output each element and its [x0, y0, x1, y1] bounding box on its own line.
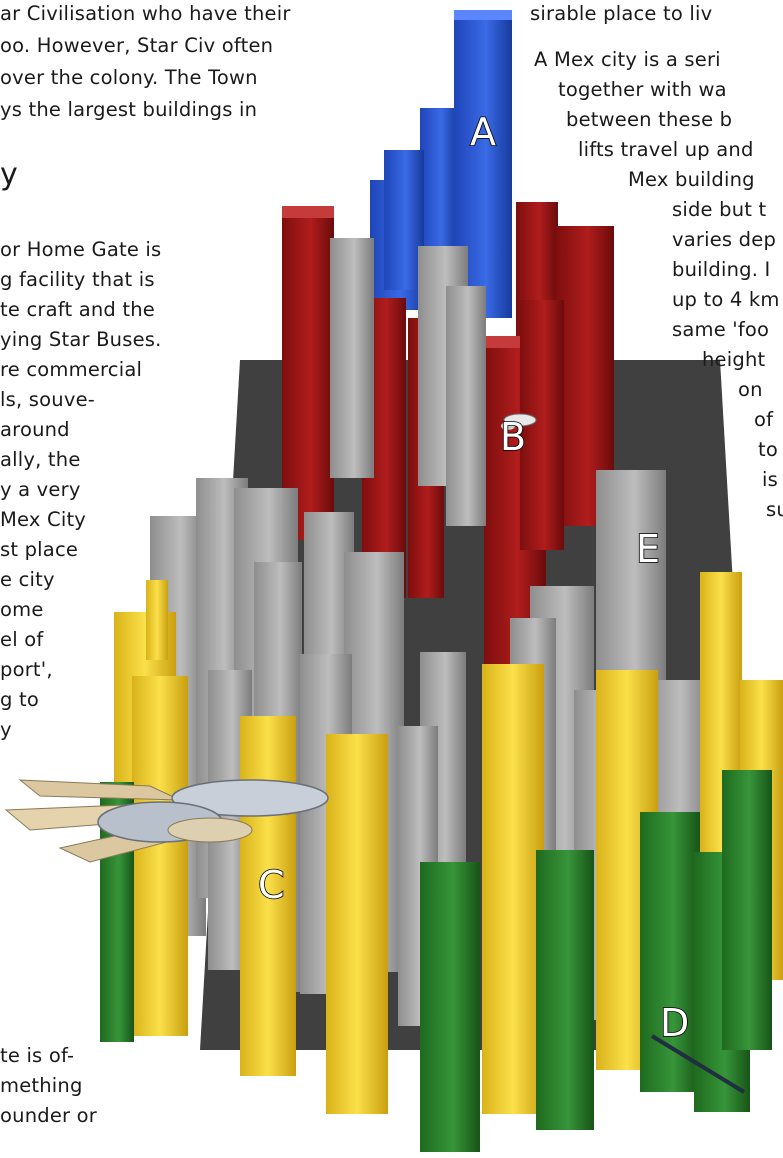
text-line: ounder or — [0, 1104, 97, 1127]
text-line: ying Star Buses. — [0, 328, 162, 351]
text-line: to — [758, 438, 778, 461]
section-heading-fragment: y — [0, 157, 18, 192]
text-line: st place — [0, 538, 79, 561]
text-line: el of — [0, 628, 44, 651]
text-line: side but t — [672, 198, 767, 221]
text-line: g facility that is — [0, 268, 155, 291]
text-line: Mex building — [628, 168, 755, 191]
text-line: sirable place to liv — [530, 2, 713, 25]
text-line: oo. However, Star Civ often — [0, 34, 274, 57]
text-line: or Home Gate is — [0, 238, 162, 261]
text-line: y — [0, 718, 12, 741]
marker-a-label: A — [470, 110, 496, 154]
text-line: lifts travel up and — [578, 138, 754, 161]
text-line: ys the largest buildings in — [0, 98, 258, 121]
text-line: on — [738, 378, 763, 401]
text-line: ar Civilisation who have their — [0, 2, 291, 25]
text-line: ls, souve- — [0, 388, 95, 411]
shuttle-illustration — [501, 413, 537, 430]
text-line: re commercial — [0, 358, 143, 381]
text-line: varies dep — [672, 228, 777, 251]
text-line: up to 4 km — [672, 288, 780, 311]
marker-b-label: B — [500, 415, 526, 459]
text-line: over the colony. The Town — [0, 66, 258, 89]
text-line: A Mex city is a seri — [534, 48, 721, 71]
text-line: together with wa — [558, 78, 727, 101]
text-line: is — [762, 468, 778, 491]
text-line: between these b — [566, 108, 733, 131]
text-line: of — [754, 408, 774, 431]
text-line: y a very — [0, 478, 81, 501]
text-line: mething — [0, 1074, 83, 1097]
antenna-line — [650, 1034, 746, 1094]
starship-illustration — [4, 779, 329, 863]
marker-c-label: C — [258, 863, 285, 907]
text-line: building. I — [672, 258, 771, 281]
text-line: port', — [0, 658, 53, 681]
marker-d-label: D — [660, 1001, 689, 1045]
text-line: around — [0, 418, 70, 441]
text-line: ome — [0, 598, 44, 621]
text-line: su — [766, 498, 783, 521]
marker-e-label: E — [636, 527, 660, 571]
text-line: same 'foo — [672, 318, 770, 341]
text-line: te craft and the — [0, 298, 155, 321]
text-line: g to — [0, 688, 39, 711]
text-line: te is of- — [0, 1044, 75, 1067]
text-line: Mex City — [0, 508, 87, 531]
text-line: e city — [0, 568, 55, 591]
text-line: ally, the — [0, 448, 81, 471]
